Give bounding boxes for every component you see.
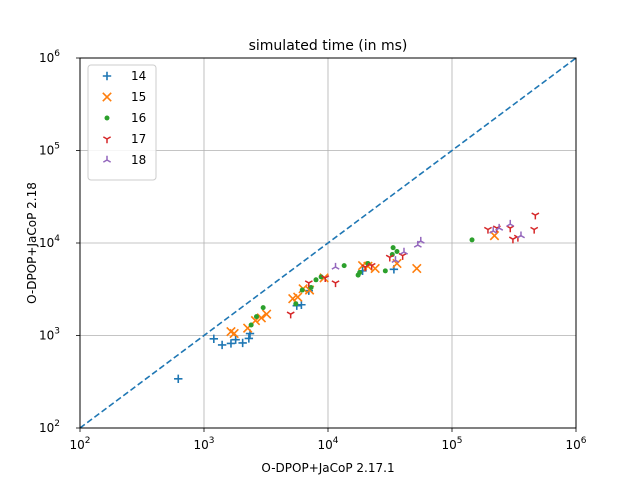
y-tick-label: 106 [39, 49, 60, 65]
data-point-series-17 [331, 280, 340, 288]
data-point-series-17 [531, 212, 540, 220]
data-point-series-15 [292, 292, 303, 302]
x-tick-label: 102 [69, 436, 90, 452]
data-point-series-17 [530, 226, 539, 234]
data-point-series-14 [209, 334, 219, 344]
legend-marker-18 [102, 155, 112, 163]
legend-marker-16 [104, 115, 110, 121]
legend-label-18: 18 [131, 153, 146, 167]
data-point-series-17 [361, 264, 370, 272]
data-point-series-16 [308, 285, 314, 291]
data-point-series-16 [299, 287, 305, 293]
data-point-series-16 [390, 245, 396, 251]
legend-label-17: 17 [131, 132, 146, 146]
legend-item-16: 16 [104, 111, 146, 125]
data-point-series-17 [286, 311, 295, 319]
data-point-series-14 [231, 335, 240, 344]
x-tick-label: 106 [565, 436, 586, 452]
data-point-series-15 [261, 309, 272, 319]
data-point-series-16 [253, 314, 259, 320]
data-point-series-17 [304, 280, 313, 288]
data-point-series-16 [357, 269, 363, 275]
y-axis-ticks: 102 103 104 105 106 [39, 49, 80, 435]
data-point-series-18 [516, 231, 526, 239]
data-point-series-16 [248, 322, 254, 328]
data-point-series-15 [229, 328, 239, 339]
legend: 14 15 16 17 18 [87, 64, 157, 181]
y-tick-label: 102 [39, 419, 60, 435]
data-points [174, 212, 540, 384]
data-point-series-18 [331, 262, 340, 270]
data-point-series-15 [256, 313, 267, 323]
data-point-series-14 [217, 340, 227, 350]
reference-line [79, 57, 577, 429]
legend-label-14: 14 [131, 69, 146, 83]
data-point-series-17 [483, 226, 492, 234]
legend-marker-14 [102, 71, 112, 81]
x-tick-label: 105 [441, 436, 462, 452]
data-point-series-14 [238, 338, 247, 348]
data-point-series-17 [321, 275, 330, 283]
data-point-series-17 [367, 262, 376, 270]
data-point-series-18 [489, 226, 498, 234]
data-point-series-17 [508, 236, 517, 244]
x-tick-label: 103 [193, 436, 214, 452]
chart-title: simulated time (in ms) [249, 38, 408, 54]
data-point-series-14 [244, 334, 254, 343]
data-point-series-17 [385, 254, 394, 262]
legend-marker-17 [102, 136, 112, 144]
data-point-series-16 [341, 263, 347, 269]
data-point-series-15 [412, 263, 422, 274]
data-point-series-18 [506, 219, 515, 227]
reference-line-group [79, 57, 577, 429]
data-point-series-18 [416, 236, 425, 244]
legend-marker-15 [102, 92, 112, 102]
data-point-series-14 [297, 300, 306, 309]
data-point-series-18 [391, 256, 400, 264]
data-point-series-16 [260, 305, 266, 311]
legend-item-17: 17 [102, 132, 146, 146]
data-point-series-15 [489, 230, 500, 241]
legend-label-16: 16 [131, 111, 146, 125]
series-16 [248, 237, 475, 328]
x-axis-label: O-DPOP+JaCoP 2.17.1 [261, 461, 394, 475]
data-point-series-18 [399, 247, 409, 255]
y-tick-label: 104 [39, 234, 60, 250]
x-tick-label: 104 [317, 436, 338, 452]
data-point-series-16 [394, 248, 400, 254]
legend-box [87, 64, 157, 181]
series-18 [331, 219, 526, 270]
data-point-series-16 [293, 301, 299, 307]
legend-item-14: 14 [102, 69, 146, 83]
data-point-series-14 [174, 374, 183, 384]
data-point-series-16 [382, 268, 388, 274]
y-tick-label: 103 [39, 327, 60, 343]
data-point-series-16 [313, 277, 319, 283]
x-axis-ticks: 102 103 104 105 106 [69, 428, 587, 452]
data-point-series-16 [469, 237, 475, 243]
data-point-series-14 [226, 339, 236, 348]
data-point-series-18 [495, 223, 504, 231]
y-tick-label: 105 [39, 142, 60, 158]
y-axis-label: O-DPOP+JaCoP 2.18 [25, 182, 39, 304]
legend-item-18: 18 [102, 153, 146, 167]
legend-label-15: 15 [131, 90, 146, 104]
legend-item-15: 15 [102, 90, 146, 104]
